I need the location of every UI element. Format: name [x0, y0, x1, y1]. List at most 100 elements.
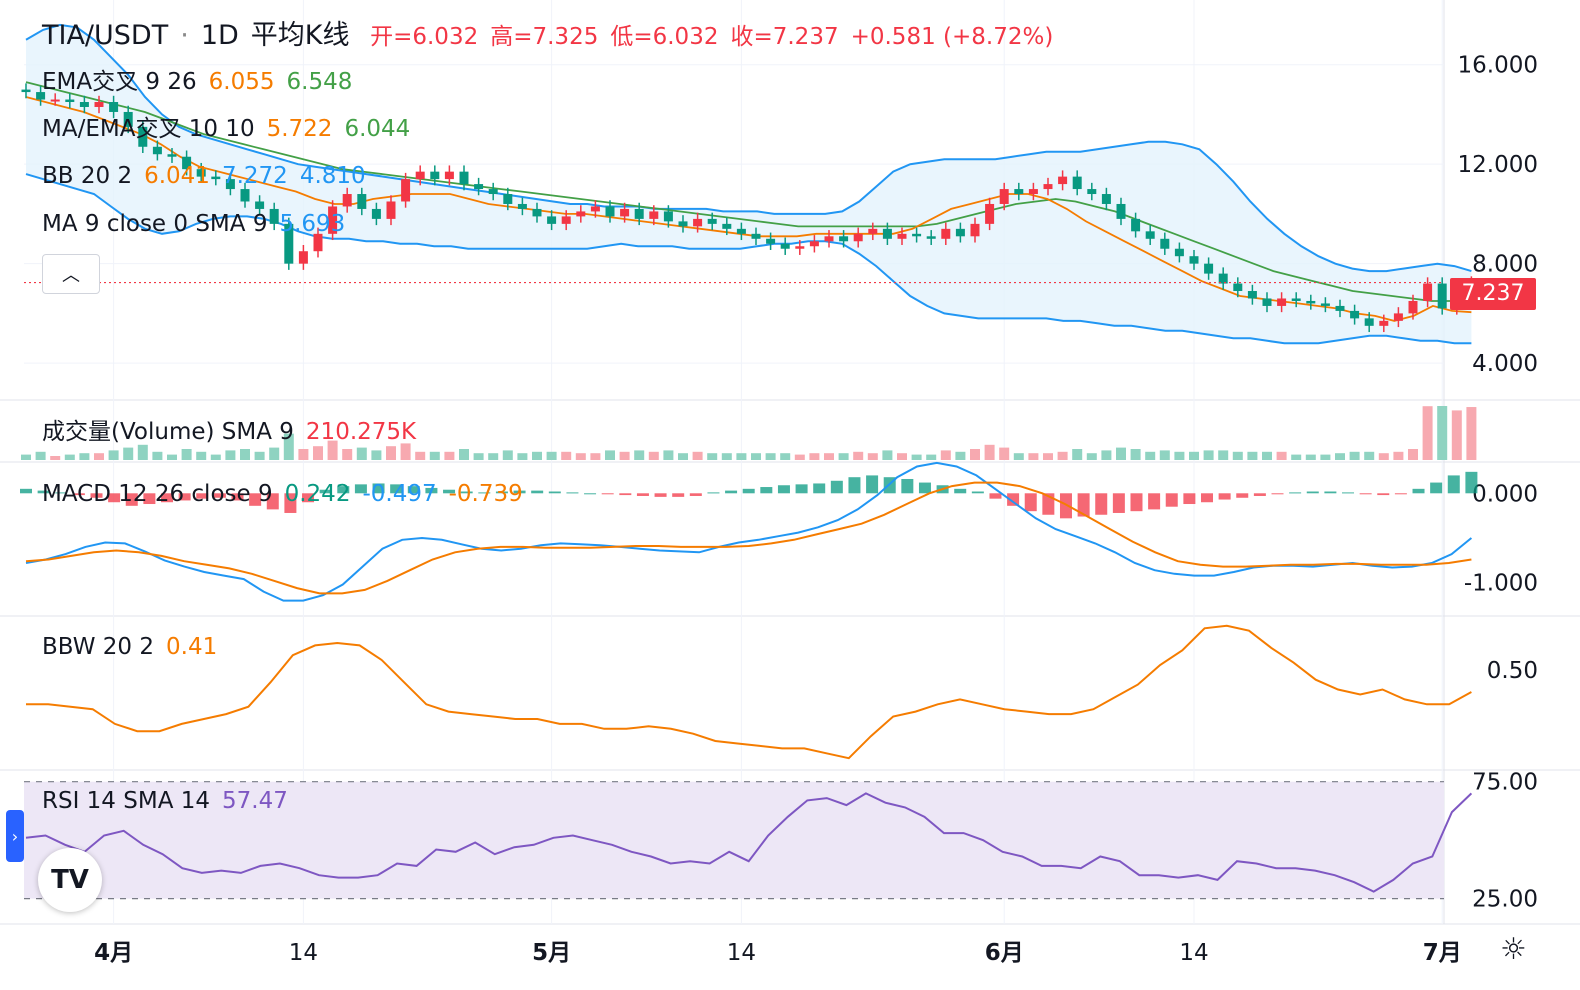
x-tick-label: 4月	[94, 940, 133, 966]
volume-bar	[108, 450, 119, 460]
candle-body	[1262, 298, 1272, 306]
x-tick-label: 5月	[532, 940, 571, 966]
volume-bar	[692, 451, 703, 460]
volume-bar	[400, 443, 411, 460]
candle-body	[313, 233, 323, 252]
bollinger-band-fill	[26, 24, 1472, 344]
macd-histogram-bar	[1112, 493, 1125, 513]
macd-histogram-bar	[901, 478, 914, 494]
macd-histogram-bar	[319, 489, 332, 494]
legend-bbw[interactable]: BBW 20 2 0.41	[42, 633, 229, 661]
price-tick-label: 16.000	[1458, 53, 1538, 79]
candle-body	[561, 216, 571, 224]
legend-ma-name: MA 9 close 0 SMA 9	[42, 211, 268, 237]
volume-bar	[502, 450, 513, 460]
candle-body	[50, 99, 60, 102]
candle-body	[444, 171, 454, 180]
volume-bar	[794, 454, 805, 460]
legend-ma[interactable]: MA 9 close 0 SMA 9 5.693	[42, 210, 357, 238]
interval[interactable]: 1D	[200, 20, 239, 51]
macd-histogram-bar	[777, 485, 790, 494]
volume-bar	[210, 454, 221, 460]
legend-bb-name: BB 20 2	[42, 163, 133, 189]
volume-bar	[488, 453, 499, 460]
volume-bar	[590, 453, 601, 460]
macd-histogram-bar	[460, 491, 473, 494]
macd-histogram-bar	[337, 486, 350, 494]
ohlc-change: +0.581 (+8.72%)	[850, 24, 1054, 50]
volume-bar	[473, 453, 484, 460]
macd-histogram-bar	[495, 491, 508, 494]
legend-ema-cross[interactable]: EMA交叉 9 26 6.055 6.548	[42, 68, 364, 96]
candle-body	[503, 194, 513, 204]
tradingview-logo[interactable]: TV	[38, 848, 102, 912]
candle-body	[152, 146, 162, 155]
candle-body	[488, 189, 498, 195]
candle-body	[1335, 305, 1345, 311]
volume-bar	[459, 449, 469, 460]
volume-bar	[867, 453, 878, 460]
volume-bar	[765, 453, 776, 460]
expand-sidebar-button[interactable]: ›	[6, 810, 24, 862]
candle-body	[401, 179, 411, 202]
legend-bb[interactable]: BB 20 2 6.041 7.272 4.810	[42, 162, 378, 190]
macd-histogram-bar	[1148, 493, 1161, 510]
volume-bar	[1422, 406, 1433, 460]
volume-bar	[955, 451, 966, 460]
legend-volume-v1: 210.275K	[305, 419, 417, 445]
macd-histogram-bar	[1430, 482, 1443, 494]
macd-histogram-bar	[1324, 491, 1337, 494]
candle-body	[620, 208, 630, 217]
volume-bar	[1130, 449, 1141, 460]
candle-body	[1277, 298, 1287, 306]
volume-bar	[736, 453, 747, 460]
volume-bar	[911, 454, 922, 460]
candle-body	[1189, 256, 1199, 264]
ohlc-high: 高=7.325	[490, 24, 599, 50]
volume-bar	[313, 446, 323, 460]
candle-body	[678, 221, 688, 227]
legend-ma-ema-cross[interactable]: MA/EMA交叉 10 10 5.722 6.044	[42, 115, 422, 143]
volume-bar	[648, 451, 659, 460]
volume-bar	[1218, 450, 1229, 460]
legend-macd[interactable]: MACD 12 26 close 9 0.242 -0.497 -0.739	[42, 480, 535, 508]
legend-rsi[interactable]: RSI 14 SMA 14 57.47	[42, 787, 300, 815]
macd-histogram-bar	[1077, 493, 1090, 517]
candle-body	[722, 223, 732, 229]
volume-bar	[181, 449, 192, 460]
volume-bar	[342, 449, 353, 460]
macd-histogram-bar	[161, 493, 174, 503]
macd-histogram-bar	[1236, 493, 1249, 498]
volume-bar	[1305, 454, 1316, 460]
collapse-legend-button[interactable]: ︿	[42, 254, 100, 294]
macd-histogram-bar	[636, 493, 649, 496]
candle-body	[955, 228, 965, 237]
macd-histogram-bar	[266, 493, 279, 510]
chevron-up-icon: ︿	[62, 265, 80, 286]
candle-body	[1218, 273, 1228, 284]
x-tick-label: 14	[289, 940, 318, 966]
rsi-tick-label: 25.00	[1472, 887, 1538, 913]
macd-histogram-bar	[354, 484, 367, 494]
settings-icon[interactable]: ☼	[1500, 932, 1527, 967]
candle-body	[430, 171, 440, 180]
legend-volume[interactable]: 成交量(Volume) SMA 9 210.275K	[42, 418, 428, 446]
volume-bar	[824, 453, 834, 460]
x-tick-label: 6月	[985, 940, 1024, 966]
macd-histogram-bar	[284, 493, 297, 513]
candle-body	[897, 233, 907, 239]
candle-body	[167, 154, 177, 157]
macd-histogram-bar	[302, 493, 315, 503]
candle-body	[138, 126, 148, 147]
macd-histogram-bar	[1465, 471, 1478, 494]
legend-bbw-v1: 0.41	[166, 634, 218, 660]
candle-body	[780, 243, 790, 249]
symbol-header: TIA/USDT · 1D 平均K线 开=6.032 高=7.325 低=6.032 收=7…	[42, 20, 1065, 53]
price-tick-label: 12.000	[1458, 152, 1538, 178]
ohlc-close: 收=7.237	[730, 24, 839, 50]
chart-type[interactable]: 平均K线	[250, 20, 350, 51]
symbol-name[interactable]: TIA/USDT	[42, 20, 169, 51]
volume-bar	[897, 453, 907, 460]
candle-body	[839, 236, 849, 242]
